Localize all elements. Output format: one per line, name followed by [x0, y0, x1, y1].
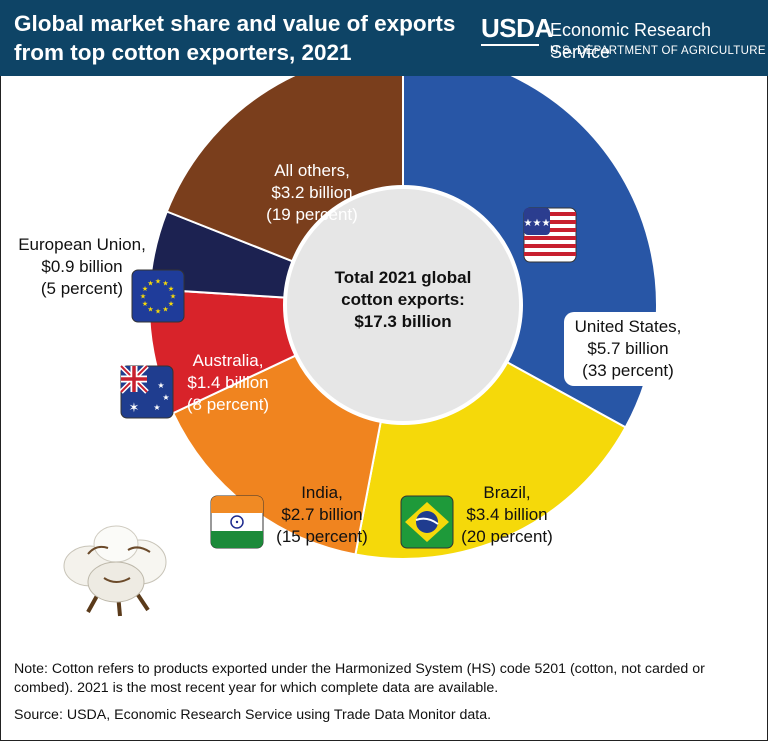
- slice-labels: United States, $5.7 billion (33 percent) Br…: [18, 161, 692, 546]
- eu-flag-icon: ★ ★★★★★★★★★★★: [131, 269, 185, 323]
- slice-label-all-others: All others,: [274, 161, 350, 180]
- eu-star: ★: [147, 305, 153, 313]
- svg-text:★: ★: [162, 393, 169, 402]
- agency-name: Economic Research Service: [550, 20, 712, 62]
- cotton-boll-icon: [63, 525, 167, 617]
- eu-star: ★: [155, 308, 161, 316]
- slice-label-european-union: $0.9 billion: [41, 257, 122, 276]
- eu-star: ★: [168, 285, 174, 293]
- slice-label-australia: $1.4 billion: [187, 373, 268, 392]
- eu-star: ★: [142, 285, 148, 293]
- slice-label-brazil: $3.4 billion: [466, 505, 547, 524]
- eu-star: ★: [140, 293, 146, 301]
- svg-text:★: ★: [157, 381, 164, 390]
- donut-chart: Total 2021 global cotton exports: $17.3 bi…: [18, 76, 692, 617]
- svg-text:★: ★: [153, 403, 160, 412]
- footnote: Note: Cotton refers to products exported…: [14, 661, 705, 696]
- eu-star: ★: [170, 293, 176, 301]
- slice-label-australia: (8 percent): [187, 395, 269, 414]
- slice-label-brazil: Brazil,: [483, 483, 530, 502]
- slice-label-australia: Australia,: [193, 351, 264, 370]
- slice-label-united-states: $5.7 billion: [587, 339, 668, 358]
- center-label-line: cotton exports:: [341, 290, 465, 309]
- slice-label-united-states: United States,: [575, 317, 682, 336]
- us-flag-icon: ★★★: [523, 207, 577, 263]
- slice-label-european-union: European Union,: [18, 235, 146, 254]
- australia-flag-icon: ✶ ★ ★ ★: [119, 364, 174, 419]
- department-name: U.S. DEPARTMENT OF AGRICULTURE: [550, 45, 766, 57]
- donut-center: [283, 185, 523, 425]
- center-label-line: Total 2021 global: [335, 268, 472, 287]
- eu-star: ★: [142, 300, 148, 308]
- slice-label-european-union: (5 percent): [41, 279, 123, 298]
- us-label-background: [564, 312, 692, 386]
- slice-label-india: (15 percent): [276, 527, 368, 546]
- slice-label-india: India,: [301, 483, 343, 502]
- eu-star: ★: [155, 278, 161, 286]
- brazil-flag-icon: [400, 495, 454, 549]
- slice-label-all-others: (19 percent): [266, 205, 358, 224]
- eu-star: ★: [162, 305, 168, 313]
- slice-label-united-states: (33 percent): [582, 361, 674, 380]
- eu-star: ★: [147, 280, 153, 288]
- header-banner: Global market share and value of exports…: [0, 0, 768, 76]
- usda-logo: USDA: [481, 13, 553, 43]
- eu-star: ★: [168, 300, 174, 308]
- center-label: Total 2021 global cotton exports: $17.3 bi…: [335, 268, 472, 331]
- svg-text:★★★: ★★★: [524, 218, 551, 229]
- slice-label-all-others: $3.2 billion: [271, 183, 352, 202]
- slice-label-brazil: (20 percent): [461, 527, 553, 546]
- page-title: Global market share and value of exports…: [14, 11, 456, 65]
- center-label-line: $17.3 billion: [354, 312, 451, 331]
- svg-text:✶: ✶: [129, 401, 140, 416]
- india-flag-icon: [210, 495, 264, 549]
- usda-logo-underline: [481, 44, 539, 46]
- eu-star: ★: [162, 280, 168, 288]
- source-note: Source: USDA, Economic Research Service …: [14, 707, 492, 723]
- slice-label-india: $2.7 billion: [281, 505, 362, 524]
